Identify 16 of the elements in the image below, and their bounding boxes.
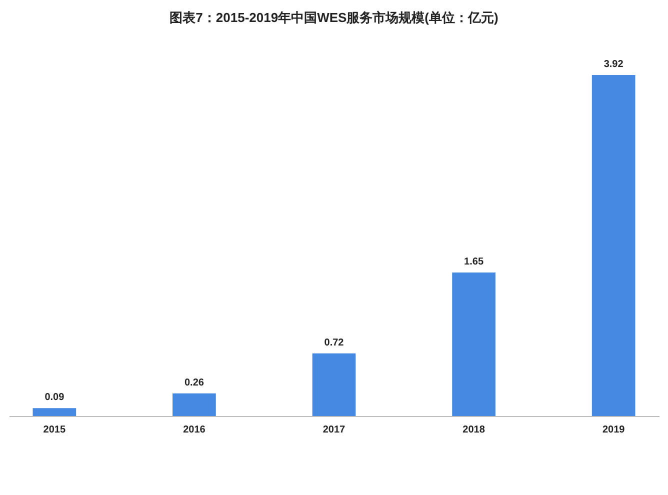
x-tick-label: 2017 — [322, 424, 346, 436]
data-label: 0.72 — [324, 337, 344, 348]
chart-title: 图表7：2015-2019年中国WES服务市场规模(单位：亿元) — [170, 10, 498, 25]
data-label: 1.65 — [464, 256, 484, 268]
data-label: 3.92 — [604, 59, 624, 70]
bar — [312, 353, 356, 416]
bar — [592, 75, 636, 416]
x-tick-label: 2016 — [183, 424, 206, 436]
data-label: 0.09 — [44, 392, 65, 404]
x-tick-label: 2019 — [602, 424, 626, 436]
x-tick-label: 2018 — [462, 424, 486, 436]
data-label: 0.26 — [184, 377, 204, 388]
x-tick-label: 2015 — [43, 424, 66, 436]
bar — [172, 393, 216, 416]
bar — [452, 272, 496, 416]
bar — [32, 408, 76, 416]
